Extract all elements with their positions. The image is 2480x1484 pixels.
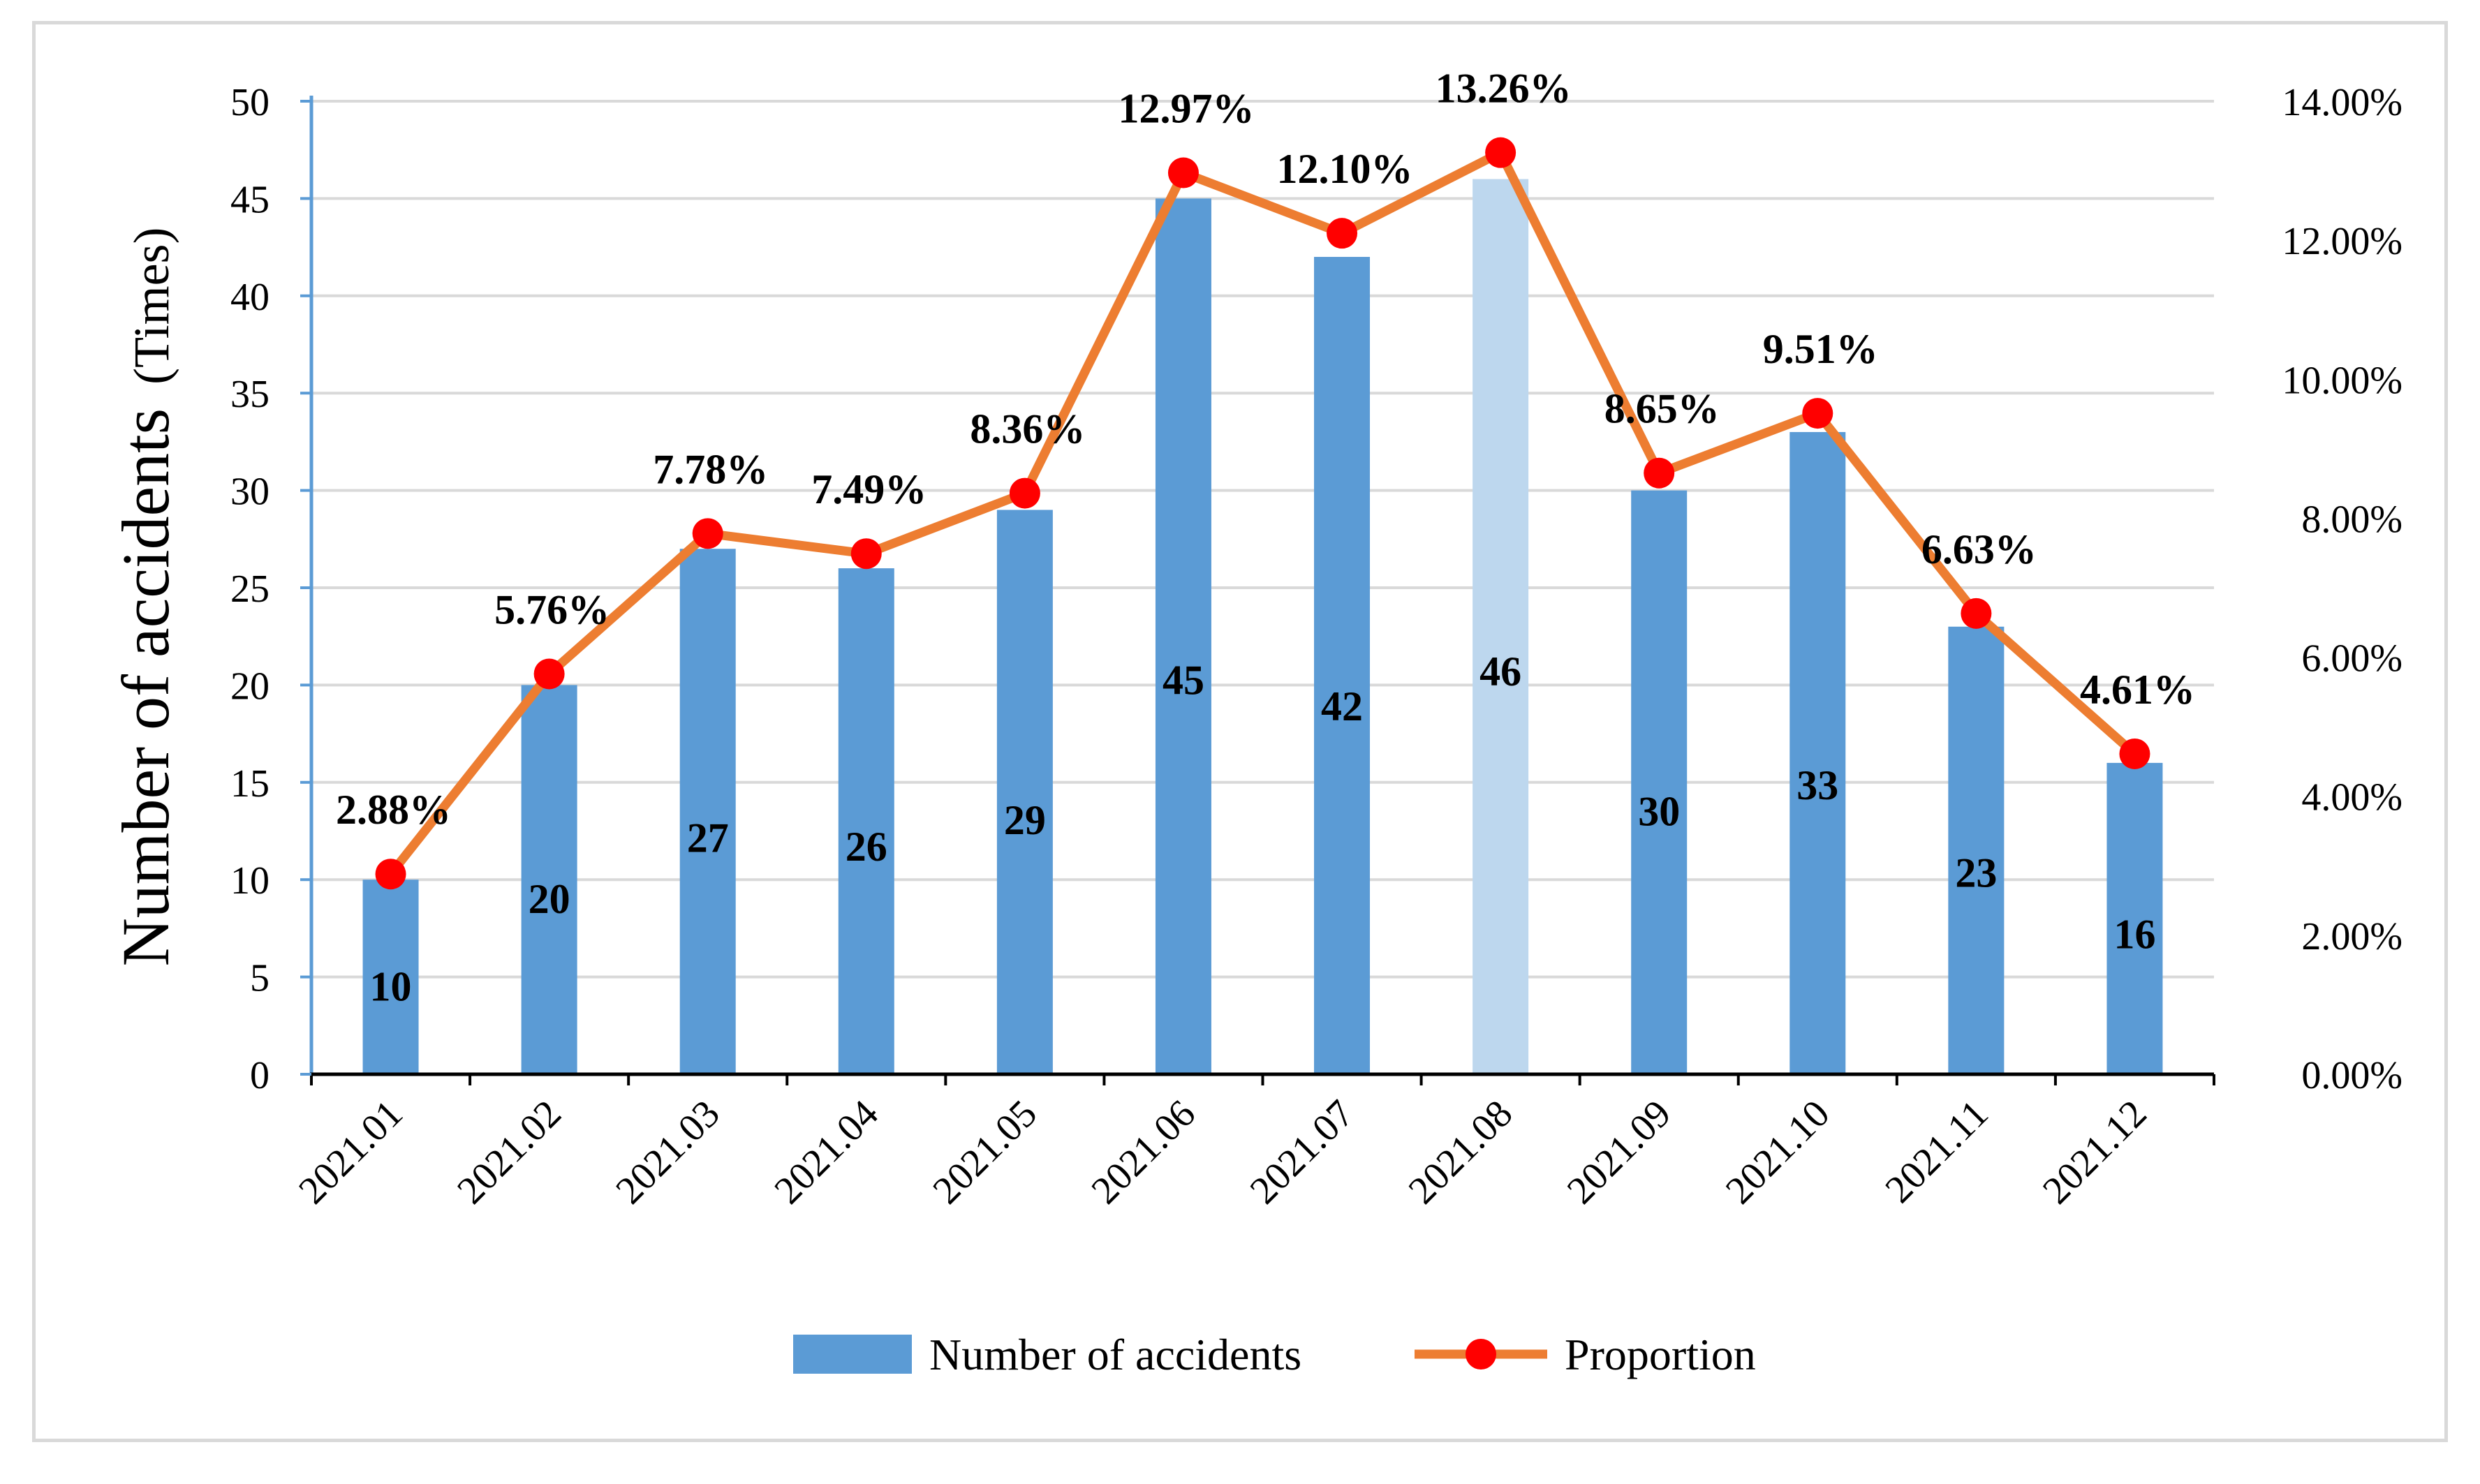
proportion-value-label: 5.76% — [494, 586, 610, 632]
legend-bar-label: Number of accidents — [929, 1330, 1301, 1379]
y-axis-label-unit: (Times) — [124, 227, 179, 384]
y2-tick-label: 12.00% — [2282, 220, 2402, 263]
bar — [1472, 179, 1529, 1074]
chart-frame: 10 20 27 26 29 45 42 46 30 33 23 16 2.88% 5.76% 7.78% 7… — [32, 21, 2448, 1442]
x-tick-label: 2021.12 — [2035, 1092, 2155, 1212]
accidents-chart: 10 20 27 26 29 45 42 46 30 33 23 16 2.88% 5.76% 7.78% 7… — [108, 66, 2402, 1379]
proportion-marker — [375, 859, 406, 890]
x-tick-label: 2021.01 — [290, 1092, 411, 1212]
y2-tick-label: 6.00% — [2301, 637, 2402, 681]
bar-value-label: 23 — [1955, 849, 1997, 896]
x-tick-label: 2021.07 — [1242, 1092, 1363, 1212]
x-tick-label: 2021.10 — [1718, 1092, 1838, 1212]
bar-value-label: 45 — [1162, 657, 1204, 703]
x-axis-ticks: 2021.01 2021.02 2021.03 2021.04 2021.05 2021.… — [290, 1092, 2155, 1212]
y-tick-label: 30 — [230, 470, 270, 514]
x-tick-label: 2021.05 — [925, 1092, 1046, 1212]
bar-value-label: 20 — [529, 876, 570, 922]
bar — [362, 880, 419, 1074]
proportion-marker — [1802, 398, 1833, 429]
bar-value-label: 42 — [1321, 683, 1363, 729]
y-tick-label: 5 — [250, 957, 270, 1000]
x-tick-label: 2021.04 — [766, 1092, 887, 1212]
bar — [1631, 490, 1688, 1074]
proportion-marker — [1485, 137, 1516, 168]
y-tick-label: 0 — [250, 1054, 270, 1097]
bar-value-label: 46 — [1479, 648, 1521, 695]
bar-value-label: 10 — [370, 964, 412, 1010]
y-tick-label: 35 — [230, 373, 270, 416]
y2-tick-label: 4.00% — [2301, 776, 2402, 819]
legend-line-marker — [1466, 1339, 1496, 1370]
proportion-value-label: 9.51% — [1763, 326, 1878, 372]
y2-tick-label: 8.00% — [2301, 498, 2402, 541]
proportion-marker — [1327, 218, 1358, 249]
proportion-value-label: 12.97% — [1118, 86, 1254, 132]
bar-value-label: 29 — [1004, 797, 1046, 843]
bar-value-label: 30 — [1638, 789, 1680, 835]
legend-line-label: Proportion — [1565, 1330, 1756, 1379]
data-labels: 10 20 27 26 29 45 42 46 30 33 23 16 2.88% 5.76% 7.78% 7… — [336, 66, 2195, 1010]
y-tick-label: 20 — [230, 665, 270, 708]
bar-value-label: 33 — [1796, 762, 1838, 808]
y2-tick-label: 2.00% — [2301, 915, 2402, 958]
proportion-value-label: 7.78% — [653, 446, 768, 492]
bar — [521, 685, 577, 1074]
y2-tick-label: 14.00% — [2282, 81, 2402, 124]
bar — [1314, 257, 1371, 1074]
x-tick-label: 2021.09 — [1559, 1092, 1680, 1212]
y-tick-label: 45 — [230, 178, 270, 221]
proportion-marker — [533, 658, 565, 690]
y-tick-label: 50 — [230, 81, 270, 124]
proportion-value-label: 2.88% — [336, 787, 451, 833]
bar — [1155, 198, 1211, 1074]
x-tick-label: 2021.02 — [449, 1092, 570, 1212]
proportion-value-label: 12.10% — [1277, 146, 1413, 192]
y-axis-label: Number of accidents (Times) — [108, 227, 183, 966]
bar — [2106, 762, 2163, 1074]
y2-tick-label: 10.00% — [2282, 359, 2402, 402]
bars — [362, 179, 2163, 1074]
y-axis-label-main: Number of accidents — [108, 408, 183, 967]
proportion-marker — [2119, 738, 2150, 769]
proportion-marker — [1961, 598, 1992, 629]
x-tick-label: 2021.06 — [1084, 1092, 1204, 1212]
proportion-marker — [1167, 157, 1199, 188]
proportion-line-path — [387, 148, 2138, 877]
y-axis-ticks: 0 5 10 15 20 25 30 35 40 45 50 — [230, 81, 270, 1097]
bar — [996, 510, 1053, 1074]
proportion-line — [375, 137, 2150, 890]
bar — [838, 568, 894, 1074]
x-tick-label: 2021.03 — [607, 1092, 728, 1212]
legend: Number of accidents Proportion — [793, 1330, 1756, 1379]
proportion-marker — [850, 538, 882, 570]
y-tick-label: 25 — [230, 567, 270, 611]
proportion-value-label: 7.49% — [811, 466, 927, 512]
y-tick-label: 15 — [230, 762, 270, 806]
y2-axis-ticks: 0.00% 2.00% 4.00% 6.00% 8.00% 10.00% 12.00% 14.… — [2282, 81, 2402, 1097]
proportion-value-label: 4.61% — [2080, 667, 2195, 713]
legend-bar-swatch — [793, 1335, 912, 1374]
proportion-value-label: 13.26% — [1435, 66, 1572, 112]
y2-tick-label: 0.00% — [2301, 1054, 2402, 1097]
bar-value-label: 26 — [846, 824, 887, 870]
proportion-value-label: 8.36% — [970, 406, 1085, 452]
proportion-marker — [1009, 477, 1040, 509]
y-tick-label: 40 — [230, 276, 270, 319]
bar-value-label: 27 — [687, 815, 729, 861]
bar — [679, 549, 736, 1074]
x-tick-label: 2021.08 — [1401, 1092, 1521, 1212]
proportion-marker — [1644, 457, 1675, 489]
proportion-value-label: 6.63% — [1921, 526, 2037, 572]
bar — [1948, 626, 2005, 1074]
bar — [1789, 431, 1846, 1074]
x-tick-label: 2021.11 — [1877, 1092, 1997, 1211]
proportion-marker — [692, 518, 723, 549]
y-tick-label: 10 — [230, 859, 270, 903]
axes — [300, 96, 2215, 1085]
proportion-value-label: 8.65% — [1604, 386, 1720, 432]
bar-value-label: 16 — [2113, 911, 2155, 957]
